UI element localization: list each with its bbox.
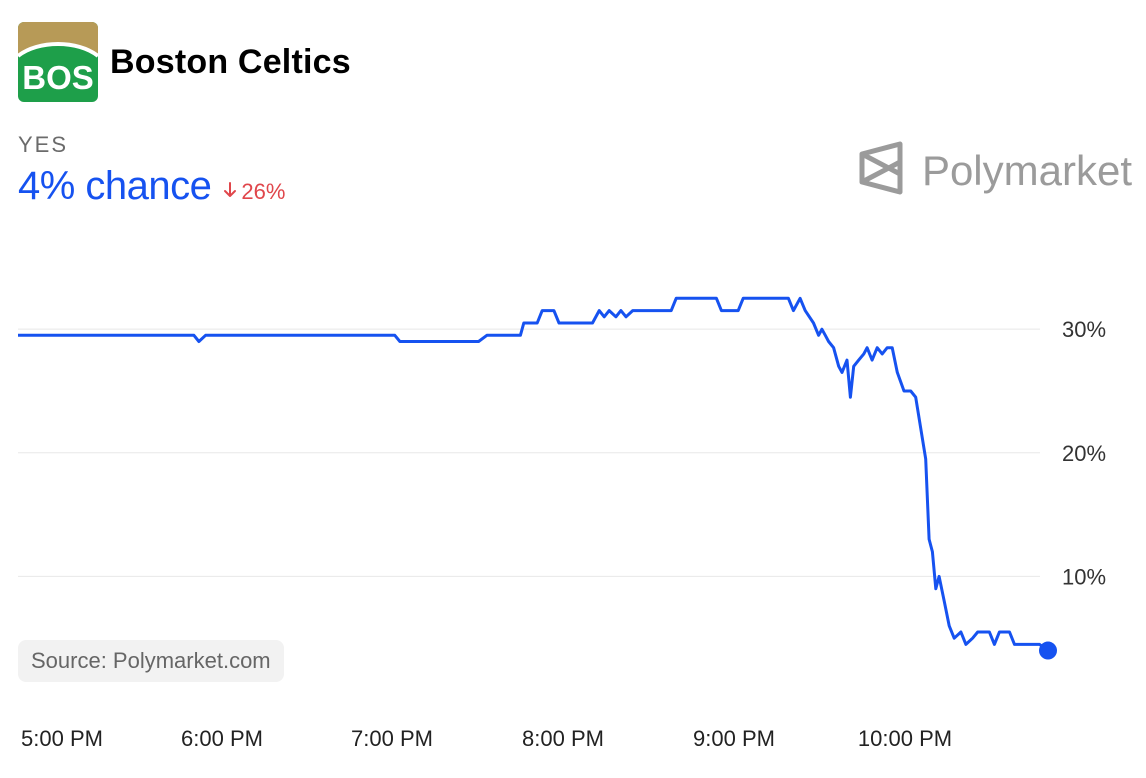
- x-tick-label: 8:00 PM: [522, 726, 604, 751]
- source-label: Source: Polymarket.com: [18, 640, 284, 682]
- series-line: [18, 296, 1049, 652]
- market-header: BOS Boston Celtics: [18, 22, 351, 102]
- arrow-down-icon: [223, 179, 237, 205]
- team-name: Boston Celtics: [110, 42, 351, 81]
- chance-value: 4% chance: [18, 164, 212, 208]
- polymarket-wordmark: Polymarket: [921, 146, 1132, 194]
- grid-lines: [18, 328, 1040, 577]
- x-tick-label: 6:00 PM: [181, 726, 263, 751]
- x-tick-label: 5:00 PM: [21, 726, 103, 751]
- x-axis-ticks: 5:00 PM 6:00 PM 7:00 PM 8:00 PM 9:00 PM 10:00…: [21, 726, 952, 751]
- x-tick-label: 7:00 PM: [351, 726, 433, 751]
- end-point-marker: [1039, 641, 1057, 660]
- x-tick-label: 9:00 PM: [693, 726, 775, 751]
- y-tick-label: 30%: [1062, 317, 1106, 342]
- y-tick-label: 10%: [1062, 564, 1106, 589]
- y-axis-ticks: 10% 20% 30%: [1062, 317, 1106, 589]
- change-indicator: 26%: [223, 179, 285, 205]
- team-abbr: BOS: [22, 59, 94, 96]
- series-layer: [18, 296, 1057, 660]
- x-tick-label: 10:00 PM: [858, 726, 952, 751]
- team-logo-graphic: BOS: [18, 22, 98, 102]
- chance-row: 4% chance 26%: [18, 164, 285, 209]
- y-tick-label: 20%: [1062, 441, 1106, 466]
- polymarket-brand: Polymarket: [858, 140, 1132, 201]
- change-value: 26%: [241, 179, 286, 204]
- outcome-label: YES: [18, 132, 69, 157]
- polymarket-logo-icon: [858, 140, 904, 201]
- team-logo: BOS: [18, 22, 98, 102]
